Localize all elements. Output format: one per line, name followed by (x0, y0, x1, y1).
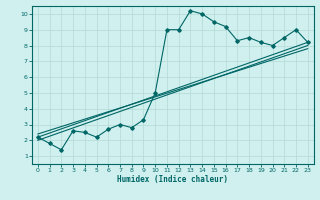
X-axis label: Humidex (Indice chaleur): Humidex (Indice chaleur) (117, 175, 228, 184)
